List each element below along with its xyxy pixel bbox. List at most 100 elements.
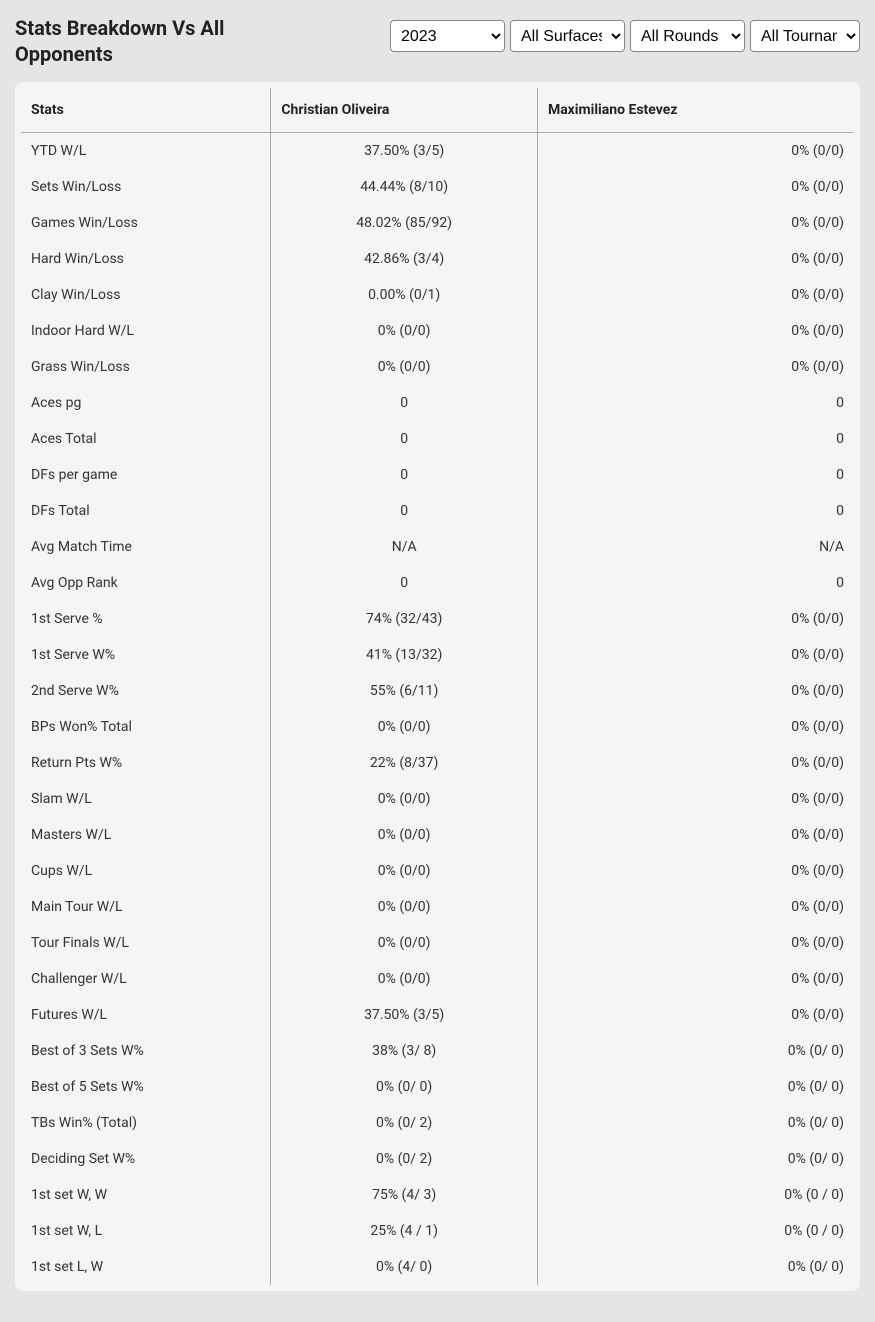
player1-value: 0% (0/0)	[271, 925, 538, 961]
player1-value: 0	[271, 421, 538, 457]
player2-value: 0% (0 / 0)	[537, 1213, 854, 1249]
stat-label: Sets Win/Loss	[21, 169, 271, 205]
table-row: DFs per game00	[21, 457, 854, 493]
table-row: Indoor Hard W/L0% (0/0)0% (0/0)	[21, 313, 854, 349]
player2-value: 0	[537, 385, 854, 421]
stat-label: 1st Serve W%	[21, 637, 271, 673]
player1-value: 38% (3/ 8)	[271, 1033, 538, 1069]
page-title: Stats Breakdown Vs All Opponents	[15, 15, 315, 67]
stat-label: Indoor Hard W/L	[21, 313, 271, 349]
player1-value: 37.50% (3/5)	[271, 997, 538, 1033]
stat-label: Grass Win/Loss	[21, 349, 271, 385]
table-row: Aces pg00	[21, 385, 854, 421]
stat-label: DFs Total	[21, 493, 271, 529]
player1-value: 0% (0/0)	[271, 817, 538, 853]
table-row: Deciding Set W%0% (0/ 2)0% (0/ 0)	[21, 1141, 854, 1177]
player2-value: 0% (0/0)	[537, 349, 854, 385]
player1-value: 0% (0/ 0)	[271, 1069, 538, 1105]
stat-label: Slam W/L	[21, 781, 271, 817]
player1-value: 0% (0/ 2)	[271, 1141, 538, 1177]
stat-label: Return Pts W%	[21, 745, 271, 781]
stat-label: TBs Win% (Total)	[21, 1105, 271, 1141]
table-row: Best of 3 Sets W%38% (3/ 8)0% (0/ 0)	[21, 1033, 854, 1069]
table-row: Avg Opp Rank00	[21, 565, 854, 601]
player1-value: N/A	[271, 529, 538, 565]
player2-value: 0% (0 / 0)	[537, 1177, 854, 1213]
table-row: Return Pts W%22% (8/37)0% (0/0)	[21, 745, 854, 781]
player1-value: 0	[271, 457, 538, 493]
player2-value: 0% (0/0)	[537, 133, 854, 170]
player2-value: 0	[537, 421, 854, 457]
player2-value: 0% (0/0)	[537, 925, 854, 961]
player2-value: 0% (0/0)	[537, 853, 854, 889]
stat-label: Avg Opp Rank	[21, 565, 271, 601]
table-row: Avg Match TimeN/AN/A	[21, 529, 854, 565]
player2-value: 0% (0/ 0)	[537, 1141, 854, 1177]
player1-value: 0% (0/0)	[271, 781, 538, 817]
table-row: Clay Win/Loss0.00% (0/1)0% (0/0)	[21, 277, 854, 313]
table-row: BPs Won% Total0% (0/0)0% (0/0)	[21, 709, 854, 745]
player1-value: 0% (0/0)	[271, 313, 538, 349]
player1-value: 74% (32/43)	[271, 601, 538, 637]
stat-label: Aces pg	[21, 385, 271, 421]
stat-label: Clay Win/Loss	[21, 277, 271, 313]
player1-value: 0% (0/0)	[271, 709, 538, 745]
stat-label: 1st set W, L	[21, 1213, 271, 1249]
table-header-row: Stats Christian Oliveira Maximiliano Est…	[21, 88, 854, 133]
player1-value: 44.44% (8/10)	[271, 169, 538, 205]
surface-select[interactable]: All Surfaces	[510, 20, 625, 52]
stat-label: BPs Won% Total	[21, 709, 271, 745]
stat-label: Main Tour W/L	[21, 889, 271, 925]
player1-value: 75% (4/ 3)	[271, 1177, 538, 1213]
table-row: Tour Finals W/L0% (0/0)0% (0/0)	[21, 925, 854, 961]
player2-value: 0% (0/0)	[537, 673, 854, 709]
table-row: Futures W/L37.50% (3/5)0% (0/0)	[21, 997, 854, 1033]
stat-label: Masters W/L	[21, 817, 271, 853]
player2-value: 0	[537, 565, 854, 601]
stat-label: 1st set L, W	[21, 1249, 271, 1285]
player1-value: 0.00% (0/1)	[271, 277, 538, 313]
table-row: Grass Win/Loss0% (0/0)0% (0/0)	[21, 349, 854, 385]
player2-value: 0% (0/0)	[537, 169, 854, 205]
table-row: 1st set W, L25% (4 / 1)0% (0 / 0)	[21, 1213, 854, 1249]
player1-value: 0% (0/0)	[271, 889, 538, 925]
table-row: 1st Serve W%41% (13/32)0% (0/0)	[21, 637, 854, 673]
player2-value: 0% (0/ 0)	[537, 1033, 854, 1069]
player2-value: N/A	[537, 529, 854, 565]
stat-label: Deciding Set W%	[21, 1141, 271, 1177]
tournament-select[interactable]: All Tournaments	[750, 20, 860, 52]
table-row: Sets Win/Loss44.44% (8/10)0% (0/0)	[21, 169, 854, 205]
player1-value: 0% (0/0)	[271, 961, 538, 997]
player2-value: 0% (0/0)	[537, 709, 854, 745]
player2-value: 0% (0/0)	[537, 205, 854, 241]
stats-card: Stats Christian Oliveira Maximiliano Est…	[15, 82, 860, 1291]
round-select[interactable]: All Rounds	[630, 20, 745, 52]
table-row: DFs Total00	[21, 493, 854, 529]
col-header-player2: Maximiliano Estevez	[537, 88, 854, 133]
player1-value: 0	[271, 565, 538, 601]
player1-value: 0% (0/ 2)	[271, 1105, 538, 1141]
table-row: Cups W/L0% (0/0)0% (0/0)	[21, 853, 854, 889]
table-row: 1st Serve %74% (32/43)0% (0/0)	[21, 601, 854, 637]
stat-label: Challenger W/L	[21, 961, 271, 997]
table-row: Challenger W/L0% (0/0)0% (0/0)	[21, 961, 854, 997]
table-row: Aces Total00	[21, 421, 854, 457]
stat-label: 2nd Serve W%	[21, 673, 271, 709]
table-row: Hard Win/Loss42.86% (3/4)0% (0/0)	[21, 241, 854, 277]
table-row: Main Tour W/L0% (0/0)0% (0/0)	[21, 889, 854, 925]
table-row: 2nd Serve W%55% (6/11)0% (0/0)	[21, 673, 854, 709]
table-row: Games Win/Loss48.02% (85/92)0% (0/0)	[21, 205, 854, 241]
stat-label: YTD W/L	[21, 133, 271, 170]
year-select[interactable]: 2023	[390, 20, 505, 52]
stat-label: DFs per game	[21, 457, 271, 493]
player1-value: 22% (8/37)	[271, 745, 538, 781]
player2-value: 0% (0/ 0)	[537, 1105, 854, 1141]
player1-value: 41% (13/32)	[271, 637, 538, 673]
player2-value: 0% (0/0)	[537, 277, 854, 313]
player1-value: 48.02% (85/92)	[271, 205, 538, 241]
table-row: 1st set L, W0% (4/ 0)0% (0/ 0)	[21, 1249, 854, 1285]
table-row: Slam W/L0% (0/0)0% (0/0)	[21, 781, 854, 817]
player2-value: 0% (0/0)	[537, 601, 854, 637]
stat-label: Hard Win/Loss	[21, 241, 271, 277]
player2-value: 0% (0/0)	[537, 889, 854, 925]
